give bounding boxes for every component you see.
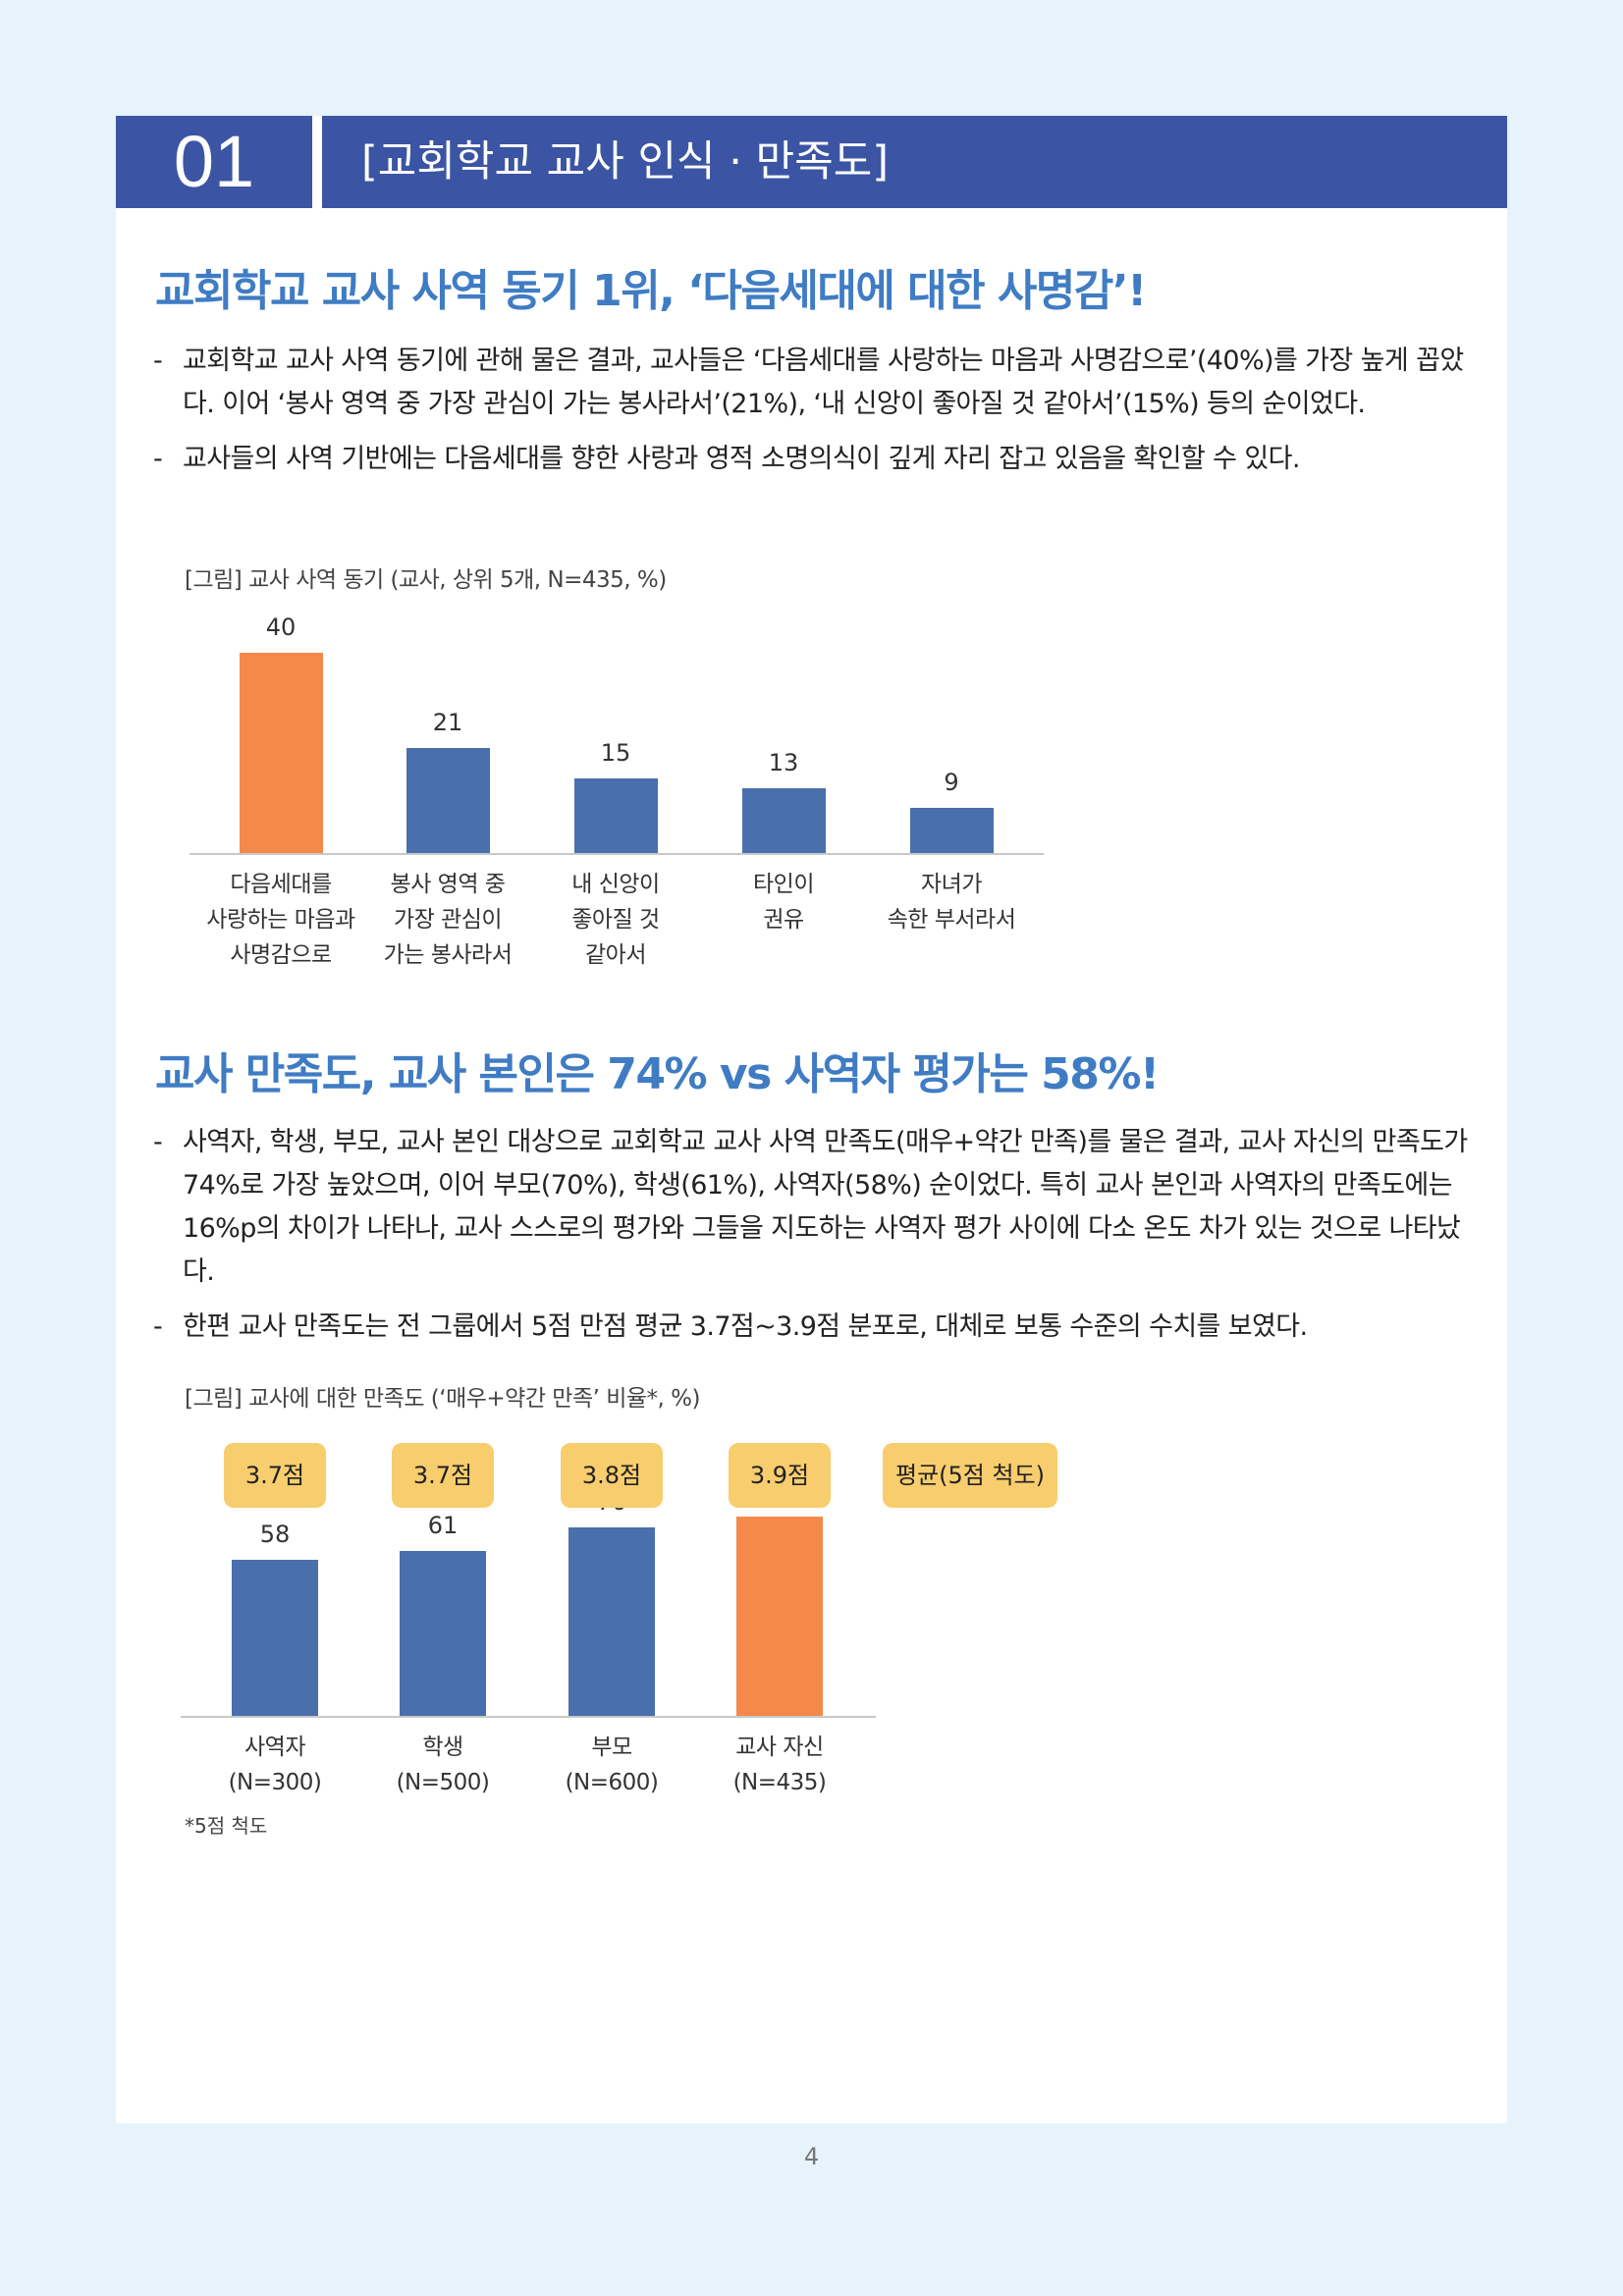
page-sheet: 01 [교회학교 교사 인식 · 만족도] 교회학교 교사 사역 동기 1위, … <box>116 116 1507 2123</box>
section1-title: 교회학교 교사 사역 동기 1위, ‘다음세대에 대한 사명감’! <box>155 266 1147 316</box>
section1-bullet-2: 교사들의 사역 기반에는 다음세대를 향한 사랑과 영적 소명의식이 깊게 자리… <box>153 438 1474 481</box>
chapter-title: [교회학교 교사 인식 · 만족도] <box>322 116 1507 208</box>
chart1-bar <box>239 653 323 853</box>
chart1: 40 다음세대를 사랑하는 마음과 사명감으로 21 봉사 영역 중 가장 관심이 가… <box>116 116 1507 999</box>
chart1-value-label: 13 <box>768 748 799 776</box>
section2-bullet-1: 사역자, 학생, 부모, 교사 본인 대상으로 교회학교 교사 사역 만족도(매… <box>153 1121 1474 1294</box>
average-label-badge: 평균(5점 척도) <box>883 1443 1057 1508</box>
chart2-caption: [그림] 교사에 대한 만족도 (‘매우+약간 만족’ 비율*, %) <box>185 1386 701 1412</box>
chart1-bar <box>406 747 490 853</box>
chart2-category-label: 학생 (N=500) <box>396 1735 490 1795</box>
scale-footnote: *5점 척도 <box>185 1814 268 1838</box>
section1-bullet-1: 교회학교 교사 사역 동기에 관해 물은 결과, 교사들은 ‘다음세대를 사랑하… <box>153 340 1474 426</box>
chart2-category-label: 부모 (N=600) <box>565 1735 659 1795</box>
chart2-average-badge: 3.9점 <box>729 1443 831 1508</box>
chart1-category-label: 타인이 권유 <box>753 872 814 933</box>
section2-bullet-2: 한편 교사 만족도는 전 그룹에서 5점 만점 평균 3.7점~3.9점 분포로… <box>153 1306 1474 1349</box>
chart1-value-label: 40 <box>265 614 297 641</box>
chart1-bar <box>909 808 994 853</box>
chart2-category-label: 교사 자신 (N=435) <box>732 1735 827 1795</box>
chapter-number: 01 <box>116 116 312 208</box>
chart2-baseline <box>181 1716 876 1718</box>
chart2-bar <box>400 1551 486 1716</box>
chart1-category-label: 자녀가 속한 부서라서 <box>887 872 1016 933</box>
chart2-average-badge: 3.8점 <box>561 1443 663 1508</box>
chart1-category-label: 다음세대를 사랑하는 마음과 사명감으로 <box>206 872 355 968</box>
chart2-value-label: 58 <box>259 1520 291 1548</box>
chart2-bar <box>568 1526 655 1716</box>
section2-title: 교사 만족도, 교사 본인은 74% vs 사역자 평가는 58%! <box>155 1049 1160 1099</box>
chart1-caption: [그림] 교사 사역 동기 (교사, 상위 5개, N=435, %) <box>185 567 667 593</box>
chart1-category-label: 봉사 영역 중 가장 관심이 가는 봉사라서 <box>383 872 513 968</box>
chart1-value-label: 15 <box>600 738 631 767</box>
chart2-bar <box>232 1559 318 1716</box>
chart2-category-label: 사역자 (N=300) <box>228 1735 322 1795</box>
section1-bullets: 교회학교 교사 사역 동기에 관해 물은 결과, 교사들은 ‘다음세대를 사랑하… <box>153 340 1474 493</box>
section2-bullets: 사역자, 학생, 부모, 교사 본인 대상으로 교회학교 교사 사역 만족도(매… <box>153 1121 1474 1361</box>
chart2-bar <box>736 1516 823 1716</box>
chart1-bar <box>741 787 826 853</box>
chart1-baseline <box>189 853 1044 855</box>
chart1-value-label: 9 <box>944 769 959 797</box>
chart2-average-badge: 3.7점 <box>392 1443 494 1508</box>
chart2-average-badge: 3.7점 <box>224 1443 326 1508</box>
chart1-category-label: 내 신앙이 좋아질 것 같아서 <box>571 872 660 968</box>
chart2-value-label: 61 <box>427 1512 459 1540</box>
chart1-value-label: 21 <box>432 708 463 736</box>
chart1-bar <box>573 777 658 853</box>
page-number: 4 <box>803 2143 820 2170</box>
